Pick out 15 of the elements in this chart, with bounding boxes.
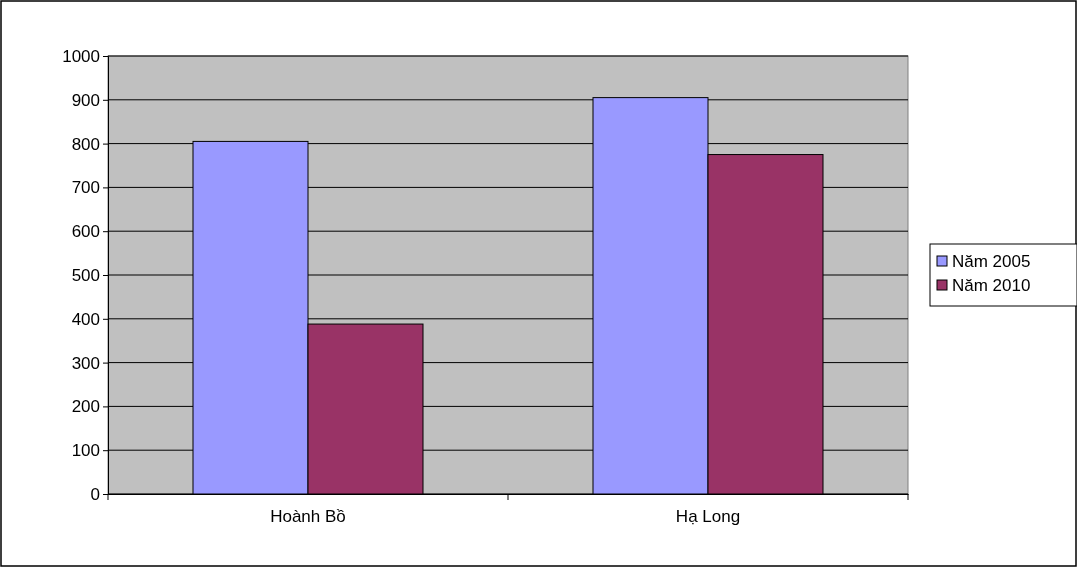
- y-tick-label: 100: [71, 441, 100, 461]
- y-tick-label: 200: [71, 397, 100, 417]
- y-tick-label: 600: [71, 222, 100, 242]
- y-tick-label: 300: [71, 353, 100, 373]
- y-tick-label: 400: [71, 309, 100, 329]
- y-tick-label: 1000: [62, 46, 100, 66]
- x-tick-label: Hạ Long: [675, 507, 741, 527]
- x-tick-label: Hoành Bồ: [270, 507, 346, 527]
- legend-label: Năm 2010: [952, 276, 1031, 295]
- y-tick-label: 800: [71, 134, 100, 154]
- y-tick-label: 700: [71, 178, 100, 198]
- y-tick-label: 500: [71, 265, 100, 285]
- legend-label: Năm 2005: [952, 252, 1031, 271]
- y-tick-label: 0: [90, 484, 100, 504]
- y-tick-label: 900: [71, 90, 100, 110]
